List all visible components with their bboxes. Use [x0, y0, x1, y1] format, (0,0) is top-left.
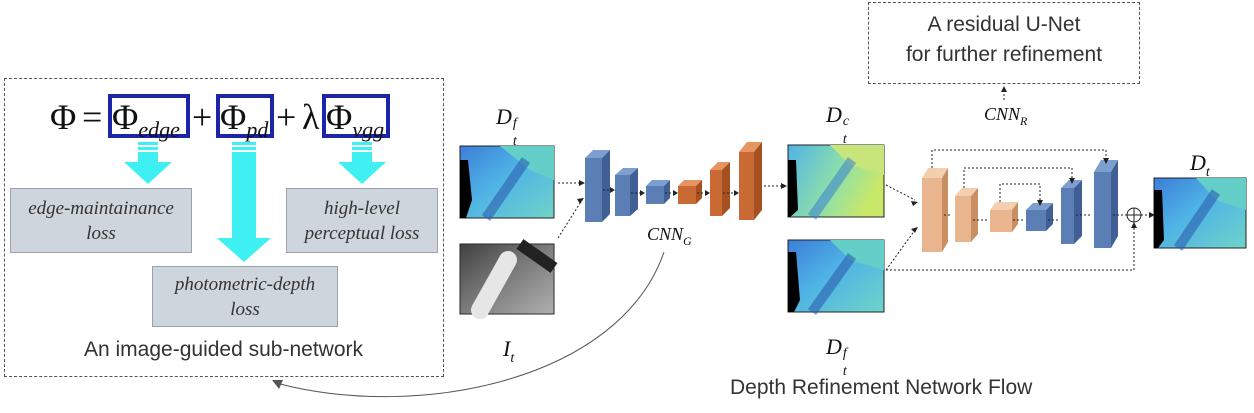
input-gray-image	[459, 239, 558, 319]
vgg-term: Φvgg	[326, 97, 385, 142]
perceptual-loss-line1: high-level	[324, 197, 400, 219]
cnn-r-arrows	[885, 88, 1152, 271]
cnn-r-network	[922, 160, 1118, 252]
cnn-g-encoder-block-3	[646, 180, 670, 204]
edge-loss-line2: loss	[86, 222, 116, 244]
lambda-symbol: λ	[302, 97, 320, 137]
edge-term-box	[108, 94, 190, 138]
cnn-g-encoder-block-1	[585, 150, 610, 222]
cnn-g-arrowheads	[577, 180, 787, 204]
input-depth-map	[459, 145, 555, 221]
flow-caption: Depth Refinement Network Flow	[730, 376, 1033, 399]
cnn-r-label: CNNR	[984, 104, 1028, 128]
cnn-g-network	[585, 142, 762, 222]
residual-sum-node	[1126, 207, 1142, 223]
left-panel-caption: An image-guided sub-network	[84, 338, 363, 361]
cnn-r-encoder-block-1	[922, 168, 948, 252]
equals-sign: =	[82, 97, 103, 137]
plus-sign-1: +	[192, 97, 213, 137]
second-input-depth-map	[787, 239, 885, 315]
cnn-g-decoder-block-1	[678, 180, 702, 204]
unet-note-box	[868, 2, 1140, 84]
cnn-g-to-subnetwork-arrow	[272, 251, 665, 398]
coarse-depth-map	[787, 144, 885, 220]
cnn-g-encoder-block-2	[615, 168, 638, 216]
cnn-r-decoder-block-3	[1094, 160, 1118, 248]
cnn-g-decoder-block-3	[739, 142, 762, 220]
second-depth-label: D f t	[826, 334, 847, 379]
cnn-r-encoder-block-3	[990, 202, 1018, 232]
edge-loss-line1: edge-maintainance	[28, 197, 174, 219]
edge-loss-arrow	[124, 142, 172, 184]
photometric-loss-line2: loss	[230, 298, 260, 320]
input-image-label: It	[503, 336, 515, 366]
cnn-r-arrowheads	[911, 86, 1155, 233]
pd-term: Φpd	[220, 97, 269, 142]
coarse-depth-label: D c t	[826, 102, 850, 147]
plus-sign-2: +	[276, 97, 297, 137]
edge-term: Φedge	[112, 97, 180, 142]
cnn-r-decoder-block-2	[1061, 180, 1082, 244]
image-guided-subnetwork-panel	[4, 78, 444, 377]
photometric-loss-arrow	[217, 142, 271, 262]
input-depth-label: D f t	[496, 104, 517, 149]
output-depth-label: Dt	[1190, 150, 1210, 180]
perceptual-loss-arrow	[338, 142, 386, 184]
cnn-r-decoder-block-1	[1026, 203, 1053, 231]
unet-note-text: A residual U-Net for further refinement	[868, 10, 1140, 70]
edge-loss-box: edge-maintainance loss	[10, 188, 192, 253]
photometric-loss-line1: photometric-depth	[174, 273, 316, 295]
cnn-g-decoder-block-2	[710, 162, 730, 216]
vgg-term-box	[322, 94, 390, 138]
phi-symbol: Φ	[50, 97, 77, 137]
output-depth-map	[1153, 177, 1247, 251]
photometric-loss-box: photometric-depth loss	[152, 266, 338, 327]
unet-note-line1: A residual U-Net	[927, 13, 1081, 36]
cnn-g-label: CNNG	[647, 224, 692, 248]
loss-equation: Φ = Φedge + Φpd + λ Φvgg	[50, 92, 410, 142]
pd-term-box	[216, 94, 274, 138]
perceptual-loss-line2: perceptual loss	[304, 222, 420, 244]
cnn-r-encoder-block-2	[955, 188, 978, 242]
unet-note-line2: for further refinement	[905, 43, 1103, 66]
perceptual-loss-box: high-level perceptual loss	[286, 188, 438, 253]
